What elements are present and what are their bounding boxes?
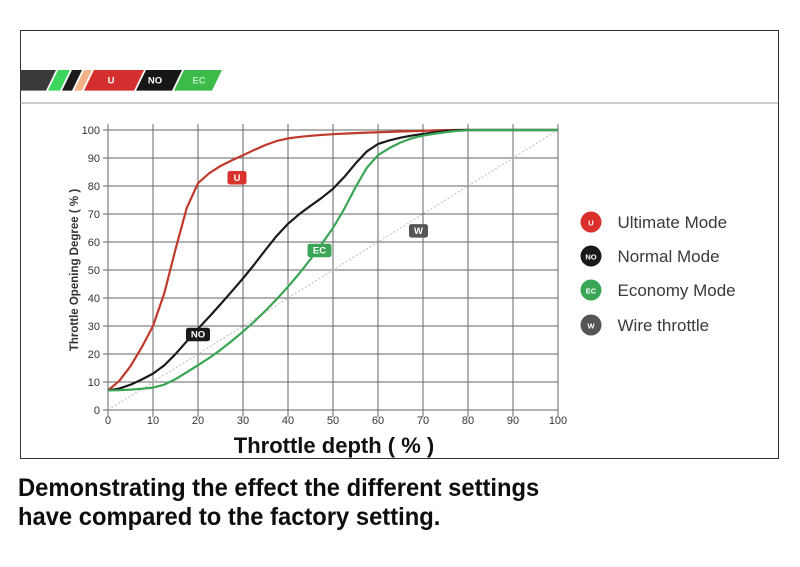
svg-text:10: 10 (147, 415, 159, 427)
svg-text:W: W (587, 322, 595, 331)
svg-text:EC: EC (586, 287, 597, 296)
svg-text:100: 100 (82, 125, 100, 137)
svg-text:Ultimate Mode: Ultimate Mode (618, 213, 728, 232)
svg-text:EC: EC (313, 246, 326, 257)
svg-text:NO: NO (148, 76, 162, 87)
svg-text:100: 100 (549, 415, 567, 427)
svg-text:30: 30 (237, 415, 249, 427)
svg-text:10: 10 (88, 377, 100, 389)
svg-text:60: 60 (88, 237, 100, 249)
svg-text:U: U (588, 219, 593, 228)
svg-text:40: 40 (282, 415, 294, 427)
svg-text:70: 70 (88, 209, 100, 221)
svg-text:U: U (234, 173, 241, 184)
svg-text:50: 50 (88, 265, 100, 277)
svg-text:Throttle Opening Degree ( % ): Throttle Opening Degree ( % ) (69, 189, 81, 351)
svg-text:Throttle depth ( % ): Throttle depth ( % ) (234, 433, 434, 458)
svg-text:Normal Mode: Normal Mode (618, 247, 720, 266)
svg-text:30: 30 (88, 321, 100, 333)
svg-text:90: 90 (507, 415, 519, 427)
svg-text:NO: NO (191, 330, 205, 341)
svg-text:U: U (108, 76, 115, 87)
svg-text:80: 80 (88, 181, 100, 193)
svg-text:90: 90 (88, 153, 100, 165)
svg-text:40: 40 (88, 293, 100, 305)
svg-text:0: 0 (105, 415, 111, 427)
svg-text:70: 70 (417, 415, 429, 427)
svg-text:Economy Mode: Economy Mode (618, 281, 736, 300)
svg-text:W: W (414, 226, 423, 237)
svg-text:EC: EC (192, 76, 205, 87)
svg-text:Wire throttle: Wire throttle (618, 316, 710, 335)
svg-text:20: 20 (192, 415, 204, 427)
svg-text:50: 50 (327, 415, 339, 427)
svg-text:80: 80 (462, 415, 474, 427)
svg-text:NO: NO (585, 253, 596, 262)
svg-text:0: 0 (94, 405, 100, 417)
svg-text:60: 60 (372, 415, 384, 427)
svg-text:20: 20 (88, 349, 100, 361)
